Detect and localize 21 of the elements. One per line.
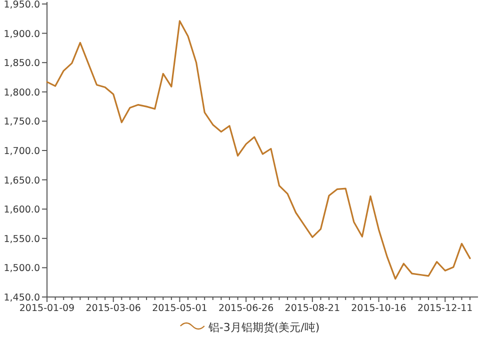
y-tick-label: 1,600.0: [4, 204, 40, 216]
y-tick-label: 1,550.0: [4, 234, 40, 245]
y-tick-label: 1,500.0: [4, 263, 40, 274]
x-tick-label: 2015-10-16: [351, 303, 406, 314]
legend: 铝-3月铝期货(美元/吨): [180, 321, 320, 334]
x-tick-label: 2015-06-26: [218, 303, 274, 314]
y-tick-label: 1,700.0: [4, 146, 40, 157]
x-tick-label: 2015-05-01: [152, 303, 208, 314]
x-tick-label: 2015-12-11: [418, 303, 473, 314]
y-tick-label: 1,650.0: [4, 175, 40, 186]
y-tick-label: 1,900.0: [4, 28, 40, 40]
legend-label: 铝-3月铝期货(美元/吨): [207, 321, 320, 334]
y-tick-label: 1,800.0: [4, 87, 40, 98]
x-tick-label: 2015-08-21: [284, 303, 340, 314]
line-series: [46, 20, 471, 280]
y-tick-label: 1,450.0: [4, 292, 40, 304]
x-tick-label: 2015-01-09: [19, 303, 75, 314]
y-tick-label: 1,850.0: [4, 58, 40, 70]
x-tick-label: 2015-03-06: [86, 303, 141, 314]
y-tick-label: 1,950.0: [4, 0, 40, 10]
y-tick-label: 1,750.0: [4, 116, 40, 128]
